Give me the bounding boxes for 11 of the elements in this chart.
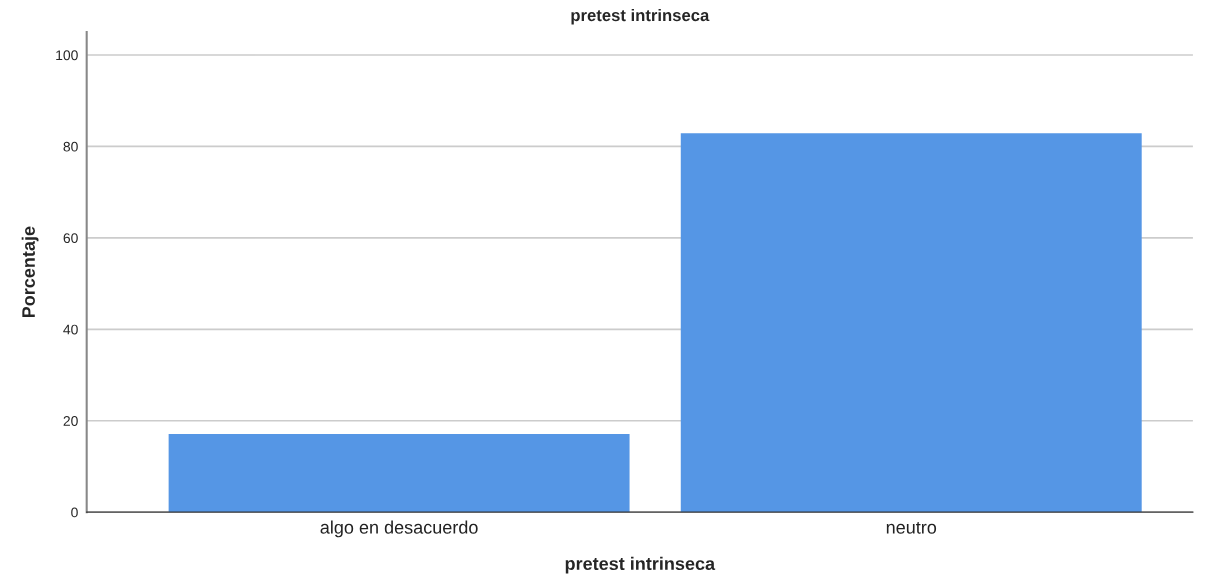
y-tick-label: 20 [63,416,78,426]
y-tick-label: 0 [71,507,78,518]
x-tick-label: neutro [886,521,937,534]
y-tick-label: 80 [63,141,78,152]
x-tick-label: algo en desacuerdo [320,520,478,538]
chart-title: pretest intrinseca [571,8,710,25]
y-tick-label: 100 [56,50,78,61]
x-axis-title: pretest intrinseca [565,556,716,574]
y-tick-label: 40 [63,324,78,335]
y-axis-title: Porcentaje [21,226,39,318]
y-tick-label: 60 [63,233,78,244]
